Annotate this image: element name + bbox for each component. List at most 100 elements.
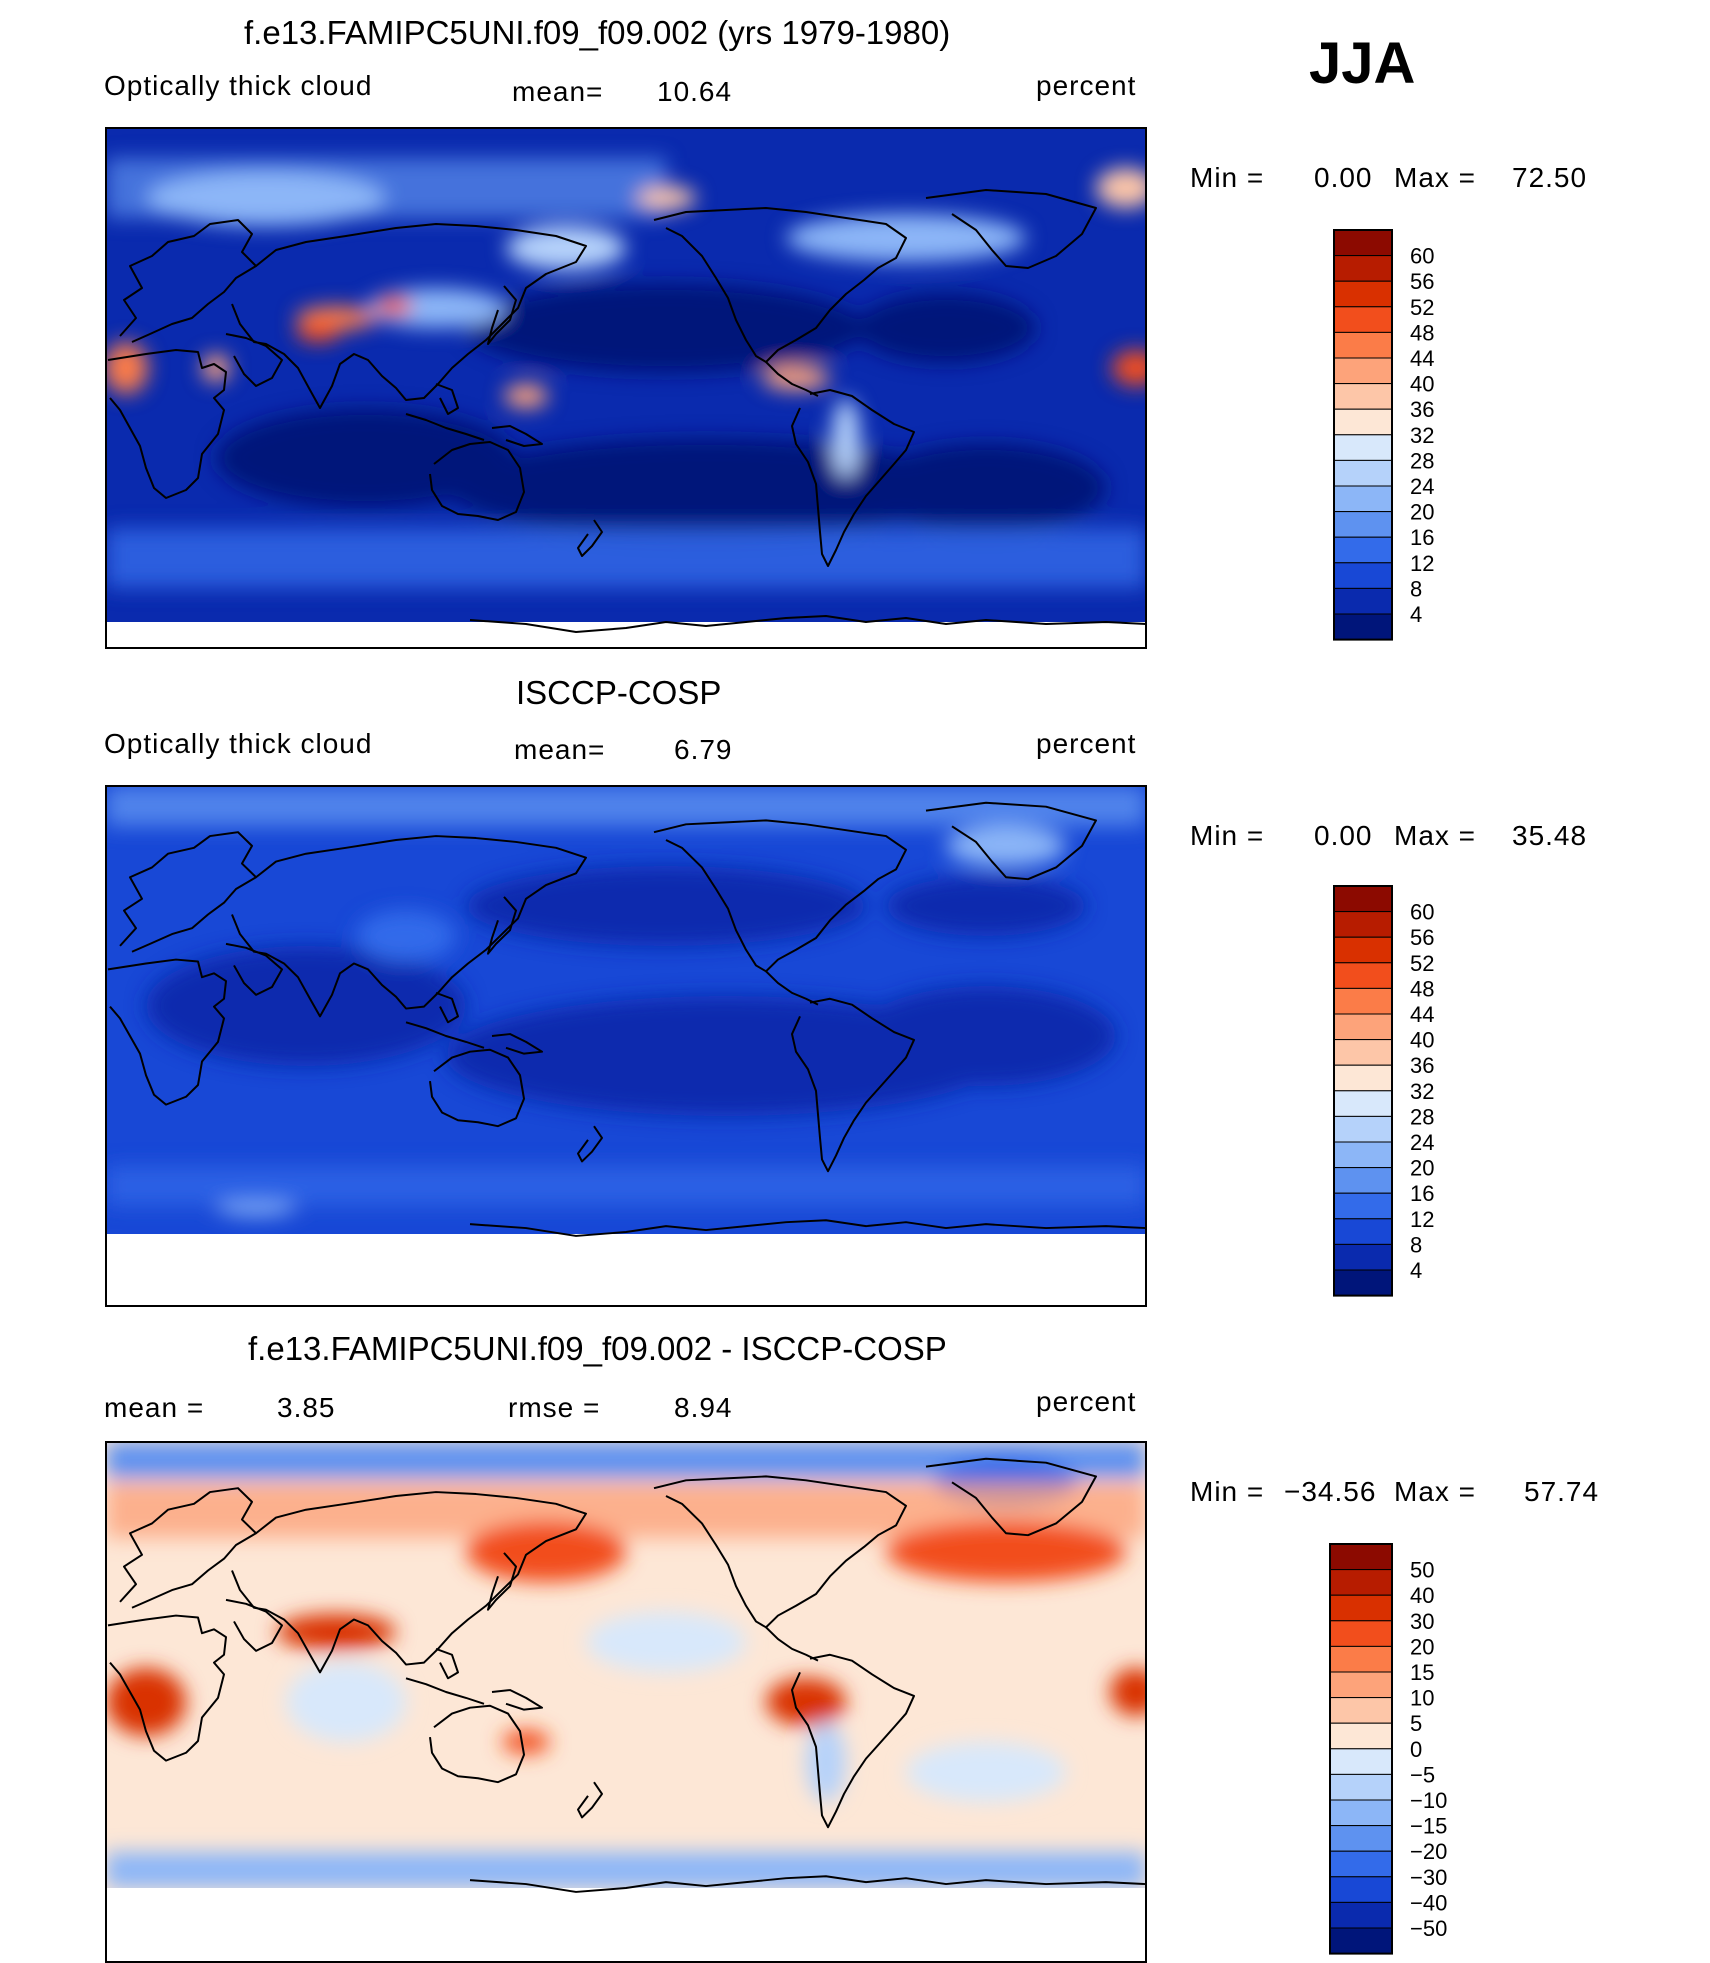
colorbar-tick-label: 12: [1410, 551, 1434, 576]
colorbar-swatch: [1329, 1620, 1393, 1647]
colorbar-tick-label: −10: [1410, 1788, 1447, 1813]
panel-3-max-label: Max =: [1394, 1476, 1477, 1507]
panel-2-title: ISCCP-COSP: [516, 674, 722, 711]
colorbar-tick-label: 28: [1410, 448, 1434, 473]
colorbar-swatch: [1333, 255, 1393, 282]
colorbar-swatch: [1333, 1039, 1393, 1066]
colorbar-swatch: [1333, 911, 1393, 938]
panel-2-max-value: 35.48: [1512, 820, 1588, 851]
colorbar-tick-label: 32: [1410, 423, 1434, 448]
panel-3-min-label: Min =: [1190, 1476, 1265, 1507]
panel-1-min-value: 0.00: [1314, 162, 1373, 193]
panel-1-min-label: Min =: [1190, 162, 1265, 193]
season-label: JJA: [1309, 31, 1416, 96]
panel-1-variable-label: Optically thick cloud: [104, 70, 373, 101]
colorbar-tick-label: 60: [1410, 244, 1434, 269]
colorbar-swatch: [1333, 1192, 1393, 1220]
colorbar-swatch: [1329, 1594, 1393, 1622]
panel-1-mean-value: 10.64: [657, 76, 733, 107]
colorbar-swatch: [1333, 613, 1393, 641]
colorbar-swatch: [1329, 1876, 1393, 1903]
colorbar-swatch: [1333, 1269, 1393, 1297]
panel-2-min-label: Min =: [1190, 820, 1265, 851]
panel-1-units: percent: [1036, 70, 1137, 101]
colorbar-swatch: [1333, 229, 1393, 257]
colorbar-swatch: [1333, 1243, 1393, 1271]
colorbar-tick-label: 15: [1410, 1660, 1434, 1685]
colorbar-swatch: [1329, 1748, 1393, 1775]
panel-2-min-value: 0.00: [1314, 820, 1373, 851]
colorbar-swatch: [1329, 1697, 1393, 1724]
panel-3-units: percent: [1036, 1386, 1137, 1417]
colorbar-swatch: [1329, 1825, 1393, 1852]
colorbar-swatch: [1333, 408, 1393, 436]
colorbar-tick-label: 4: [1410, 602, 1422, 627]
colorbar-swatch: [1333, 1141, 1393, 1169]
panel-2-mean-label: mean=: [514, 734, 606, 765]
colorbar-swatch: [1333, 987, 1393, 1015]
colorbar-swatch: [1329, 1569, 1393, 1596]
colorbar-swatch: [1329, 1543, 1393, 1571]
colorbar-tick-label: 16: [1410, 525, 1434, 550]
colorbar-frame: [1329, 1543, 1393, 1955]
colorbar-swatch: [1333, 962, 1393, 989]
colorbar-swatch: [1329, 1901, 1393, 1929]
colorbar-tick-label: 48: [1410, 976, 1434, 1001]
colorbar-swatch: [1333, 1064, 1393, 1092]
colorbar-tick-label: 56: [1410, 925, 1434, 950]
panel-3-title: f.e13.FAMIPC5UNI.f09_f09.002 - ISCCP-COS…: [248, 1330, 947, 1367]
panel-3-max-value: 57.74: [1524, 1476, 1600, 1507]
colorbar-tick-label: 8: [1410, 576, 1422, 601]
colorbar-tick-label: 56: [1410, 269, 1434, 294]
panel-1-max-label: Max =: [1394, 162, 1477, 193]
colorbar-tick-label: 44: [1410, 1002, 1434, 1027]
colorbar-tick-label: 0: [1410, 1737, 1422, 1762]
colorbar-swatch: [1333, 536, 1393, 564]
colorbar-swatch: [1333, 383, 1393, 410]
panel-2-max-label: Max =: [1394, 820, 1477, 851]
colorbar-swatch: [1329, 1927, 1393, 1955]
colorbar-swatch: [1333, 1167, 1393, 1194]
colorbar-tick-label: −5: [1410, 1762, 1435, 1787]
colorbar-swatch: [1333, 357, 1393, 385]
colorbar-tick-label: 52: [1410, 951, 1434, 976]
colorbar-tick-label: 36: [1410, 1053, 1434, 1078]
map-panel-difference: [105, 1441, 1147, 1963]
panel-2-mean-value: 6.79: [674, 734, 733, 765]
colorbar-swatch: [1333, 1090, 1393, 1117]
colorbar-swatch: [1333, 562, 1393, 589]
panel-3-mean-label: mean =: [104, 1392, 205, 1423]
colorbar-swatch: [1333, 1115, 1393, 1143]
colorbar-swatch: [1333, 280, 1393, 308]
panel-2-variable-label: Optically thick cloud: [104, 728, 373, 759]
colorbar-swatch: [1329, 1722, 1393, 1750]
colorbar-tick-label: −20: [1410, 1839, 1447, 1864]
colorbar-tick-label: 28: [1410, 1104, 1434, 1129]
colorbar-tick-label: 4: [1410, 1258, 1422, 1283]
colorbar-swatch: [1329, 1671, 1393, 1699]
colorbar-swatch: [1333, 936, 1393, 964]
colorbar-swatch: [1333, 1218, 1393, 1245]
map-panel-observations: [105, 785, 1147, 1307]
colorbar-tick-label: 40: [1410, 1583, 1434, 1608]
colorbar-swatch: [1333, 434, 1393, 461]
colorbar-tick-label: 44: [1410, 346, 1434, 371]
colorbar-tick-label: 40: [1410, 1028, 1434, 1053]
colorbar-tick-label: 32: [1410, 1079, 1434, 1104]
colorbar-tick-label: 12: [1410, 1207, 1434, 1232]
colorbar-frame: [1333, 229, 1393, 641]
colorbar-swatch: [1329, 1645, 1393, 1673]
colorbar-swatch: [1333, 459, 1393, 487]
colorbar-tick-label: 20: [1410, 1634, 1434, 1659]
panel-3-rmse-value: 8.94: [674, 1392, 733, 1423]
colorbar-tick-label: 24: [1410, 474, 1434, 499]
colorbar-swatch: [1329, 1773, 1393, 1801]
colorbar-swatch: [1329, 1850, 1393, 1878]
colorbar-tick-label: 20: [1410, 1156, 1434, 1181]
colorbar-swatch: [1333, 1013, 1393, 1041]
colorbar-tick-label: 40: [1410, 372, 1434, 397]
colorbar-tick-label: −30: [1410, 1865, 1447, 1890]
